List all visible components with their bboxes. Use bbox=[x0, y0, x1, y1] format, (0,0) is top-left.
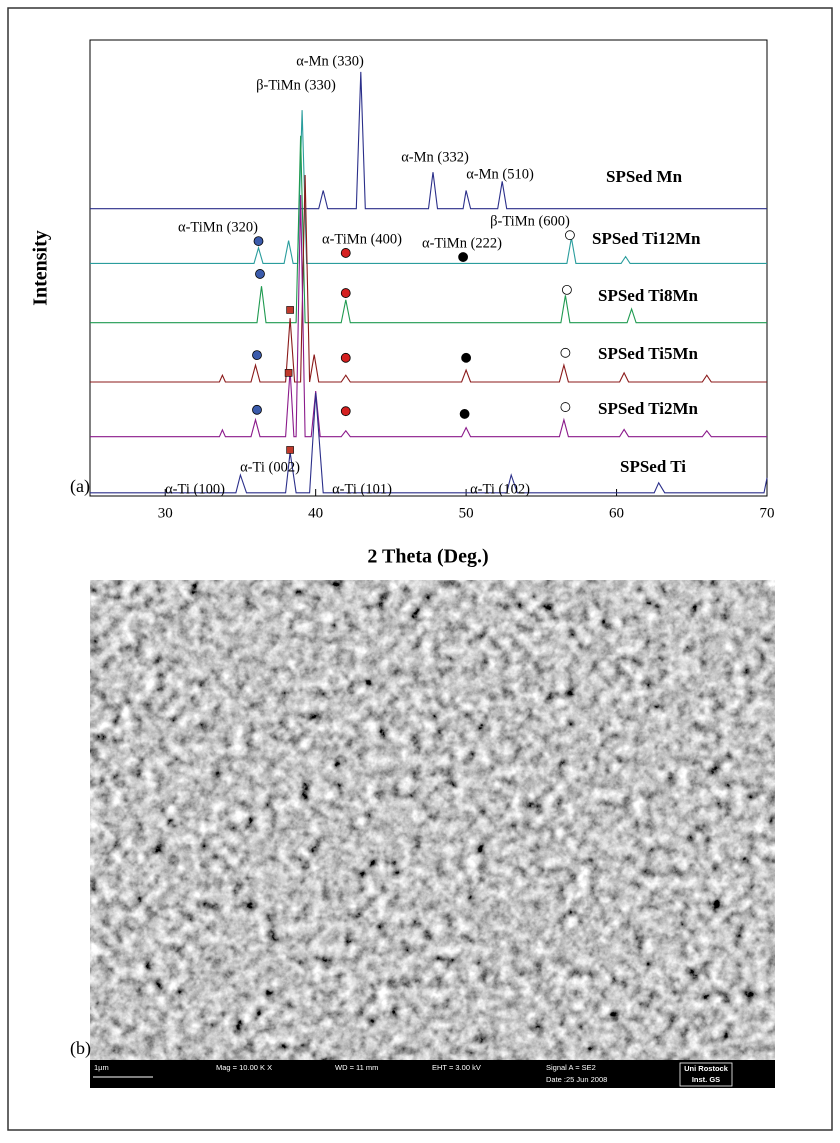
phase-marker bbox=[560, 347, 571, 358]
xrd-trace bbox=[90, 194, 767, 438]
phase-marker bbox=[340, 406, 351, 417]
info-bar bbox=[90, 1060, 775, 1088]
phase-marker bbox=[340, 352, 351, 363]
peak-annotation: α-Ti (102) bbox=[470, 481, 530, 497]
x-tick-label: 70 bbox=[760, 505, 775, 521]
info-text: EHT = 3.00 kV bbox=[432, 1063, 481, 1072]
series-label: SPSed Ti8Mn bbox=[598, 286, 699, 305]
phase-marker-square bbox=[286, 446, 294, 454]
xrd-trace bbox=[90, 135, 767, 324]
phase-marker bbox=[560, 402, 571, 412]
phase-marker bbox=[565, 230, 575, 241]
peak-annotation: α-TiMn (400) bbox=[322, 231, 402, 247]
phase-marker bbox=[340, 288, 351, 298]
xrd-trace bbox=[90, 174, 767, 383]
phase-marker bbox=[458, 252, 469, 262]
panel-label: (a) bbox=[70, 476, 90, 497]
series-label: SPSed Ti5Mn bbox=[598, 344, 699, 363]
series-label: SPSed Ti12Mn bbox=[592, 229, 701, 248]
sem-image: 1µm Mag = 10.00 K X WD = 11 mm EHT = 3.0… bbox=[90, 580, 775, 1088]
info-text: WD = 11 mm bbox=[335, 1063, 378, 1072]
phase-marker bbox=[253, 236, 264, 246]
phase-marker bbox=[459, 409, 470, 419]
peak-annotation: α-Ti (101) bbox=[332, 481, 392, 497]
phase-marker-square bbox=[286, 306, 294, 314]
info-text: Date :25 Jun 2008 bbox=[546, 1075, 607, 1084]
peak-annotation: α-Ti (100) bbox=[165, 481, 225, 497]
phase-marker bbox=[252, 404, 262, 415]
x-tick-label: 60 bbox=[609, 505, 624, 521]
xrd-trace bbox=[90, 71, 767, 210]
peak-annotation: β-TiMn (330) bbox=[256, 77, 336, 93]
phase-marker-square bbox=[284, 369, 293, 377]
panel-label: (b) bbox=[70, 1038, 91, 1059]
peak-annotation: α-TiMn (320) bbox=[178, 219, 258, 235]
peak-annotation: α-Mn (330) bbox=[296, 53, 364, 69]
peak-annotation: β-TiMn (600) bbox=[490, 213, 570, 229]
info-text: Signal A = SE2 bbox=[546, 1063, 596, 1072]
frame bbox=[7, 7, 833, 1131]
y-axis-label: Intensity bbox=[30, 230, 52, 306]
x-tick-label: 40 bbox=[308, 505, 323, 521]
peak-annotation: α-Ti (002) bbox=[240, 459, 300, 475]
logo-text: Inst. GS bbox=[692, 1075, 720, 1084]
x-tick-label: 30 bbox=[158, 505, 173, 521]
plot-frame bbox=[89, 39, 768, 497]
xrd-trace bbox=[90, 110, 767, 264]
phase-marker bbox=[562, 284, 572, 295]
peak-annotation: α-TiMn (222) bbox=[422, 235, 502, 251]
sem-micrograph bbox=[90, 580, 775, 1060]
x-axis-label: 2 Theta (Deg.) bbox=[367, 546, 488, 568]
logo-text: Uni Rostock bbox=[684, 1064, 729, 1073]
scale-label: 1µm bbox=[94, 1063, 109, 1072]
series-label: SPSed Ti2Mn bbox=[598, 399, 699, 418]
series-label: SPSed Mn bbox=[606, 167, 683, 186]
phase-marker bbox=[461, 352, 472, 363]
xrd-trace bbox=[90, 392, 768, 494]
peak-annotation: α-Mn (332) bbox=[401, 149, 469, 165]
x-tick-label: 50 bbox=[459, 505, 474, 521]
logo-box bbox=[679, 1062, 733, 1087]
phase-marker bbox=[252, 350, 262, 360]
info-text: Mag = 10.00 K X bbox=[216, 1063, 272, 1072]
peak-annotation: α-Mn (510) bbox=[466, 166, 534, 182]
series-label: SPSed Ti bbox=[620, 457, 686, 476]
phase-marker bbox=[340, 248, 351, 258]
phase-marker bbox=[255, 269, 265, 279]
